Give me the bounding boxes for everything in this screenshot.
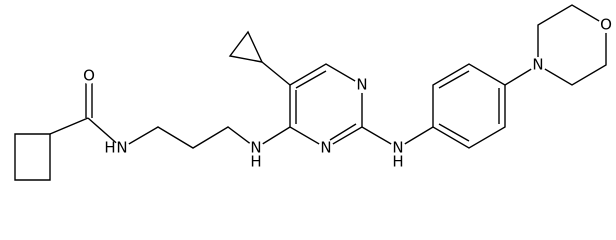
label-bg <box>354 77 370 93</box>
label-bg <box>318 140 334 156</box>
bond <box>438 70 470 89</box>
atom-label: O <box>600 16 612 34</box>
atom-label: N <box>250 139 261 157</box>
morpholine <box>537 4 607 86</box>
label-bg <box>114 140 130 156</box>
label-bg <box>103 141 117 155</box>
atom-label: N <box>320 139 331 157</box>
atom-labels: O N H N H N N N H N O <box>81 16 614 171</box>
atom-label: N <box>356 76 367 94</box>
atom-label: H <box>250 153 261 171</box>
bond <box>438 123 470 142</box>
bond <box>329 123 357 141</box>
chain <box>121 126 257 149</box>
atom-label: N <box>532 56 543 74</box>
atom-label: H <box>104 139 115 157</box>
page: O N H N H N N N H N O (() => { const dat… <box>14 4 614 181</box>
label-bg <box>248 140 264 156</box>
label-bg <box>250 156 262 168</box>
phenyl <box>432 63 506 149</box>
pyrimidine <box>289 63 363 149</box>
atom-label: N <box>116 139 127 157</box>
label-bg <box>392 156 404 168</box>
bond <box>295 70 327 89</box>
label-bg <box>598 17 614 33</box>
bond <box>49 117 89 135</box>
atom-label: H <box>392 153 403 171</box>
bond <box>261 61 291 86</box>
label-bg <box>390 140 406 156</box>
label-bg <box>81 68 97 84</box>
atom-label: N <box>392 139 403 157</box>
atom-label: O <box>83 67 95 85</box>
molecule: O N H N H N N N H N O <box>14 4 614 181</box>
cyclopropyl <box>228 30 264 63</box>
cyclobutane <box>14 133 51 181</box>
label-bg <box>530 57 546 73</box>
